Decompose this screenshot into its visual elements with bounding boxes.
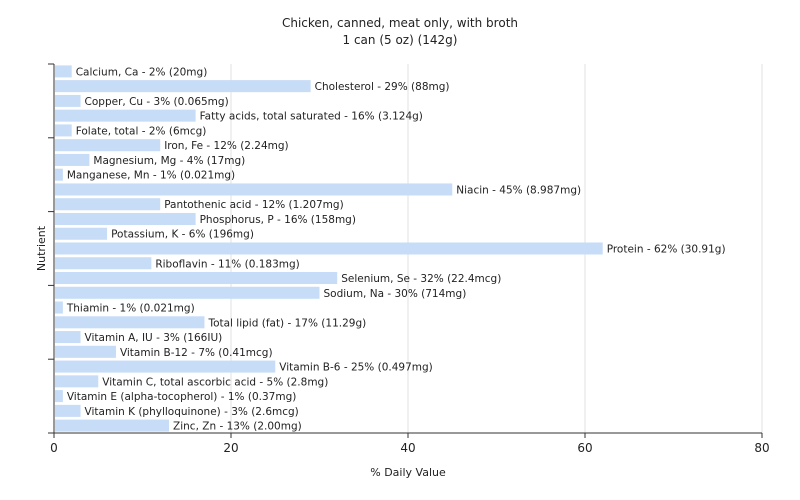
bar-label: Calcium, Ca - 2% (20mg) (76, 66, 208, 78)
bar (55, 198, 161, 211)
bar-label: Copper, Cu - 3% (0.065mg) (85, 96, 229, 108)
bar (55, 345, 116, 358)
y-axis-title: Nutrient (35, 225, 48, 271)
bar-label: Pantothenic acid - 12% (1.207mg) (164, 199, 343, 211)
bar (55, 124, 72, 137)
bar-label: Cholesterol - 29% (88mg) (315, 81, 450, 93)
bar (55, 331, 81, 344)
bar-label: Vitamin C, total ascorbic acid - 5% (2.8… (102, 376, 328, 388)
bar (55, 257, 152, 270)
bar-label: Niacin - 45% (8.987mg) (456, 184, 581, 196)
bar-label: Zinc, Zn - 13% (2.00mg) (173, 421, 302, 433)
bar-label: Selenium, Se - 32% (22.4mcg) (341, 273, 501, 285)
bar (55, 80, 311, 93)
bar-label: Folate, total - 2% (6mcg) (76, 125, 207, 137)
bar-label: Vitamin E (alpha-tocopherol) - 1% (0.37m… (67, 391, 297, 403)
bar-label: Phosphorus, P - 16% (158mg) (200, 214, 356, 226)
bar (55, 360, 276, 373)
chart-subtitle: 1 can (5 oz) (142g) (342, 33, 458, 47)
bar (55, 65, 72, 78)
bar-label: Sodium, Na - 30% (714mg) (324, 288, 467, 300)
bar (55, 212, 196, 225)
x-tick-label: 80 (754, 441, 769, 455)
bar-label: Fatty acids, total saturated - 16% (3.12… (200, 111, 423, 123)
bar (55, 183, 453, 196)
x-tick-label: 0 (50, 441, 58, 455)
chart-title: Chicken, canned, meat only, with broth (281, 16, 518, 30)
bar (55, 316, 205, 329)
bar (55, 390, 63, 403)
bar (55, 139, 161, 152)
bar (55, 109, 196, 122)
bar (55, 286, 320, 299)
bar (55, 94, 81, 107)
x-axis-title: % Daily Value (370, 466, 446, 479)
bar-label: Manganese, Mn - 1% (0.021mg) (67, 170, 235, 182)
bar (55, 272, 338, 285)
bar (55, 301, 63, 314)
bar (55, 375, 99, 388)
bar-label: Total lipid (fat) - 17% (11.29g) (207, 317, 366, 329)
bar (55, 242, 603, 255)
bar (55, 227, 108, 240)
bar-label: Magnesium, Mg - 4% (17mg) (93, 155, 245, 167)
bar (55, 419, 170, 432)
bar-label: Potassium, K - 6% (196mg) (111, 229, 254, 241)
bar-label: Iron, Fe - 12% (2.24mg) (164, 140, 288, 152)
bar-label: Vitamin B-6 - 25% (0.497mg) (279, 362, 433, 374)
bar (55, 404, 81, 417)
x-tick-label: 20 (223, 441, 238, 455)
bar-label: Protein - 62% (30.91g) (607, 244, 726, 256)
x-tick-label: 40 (400, 441, 415, 455)
x-tick-label: 60 (577, 441, 592, 455)
bar-label: Riboflavin - 11% (0.183mg) (155, 258, 299, 270)
bar (55, 153, 90, 166)
bar-label: Vitamin K (phylloquinone) - 3% (2.6mcg) (85, 406, 299, 418)
bar-label: Vitamin A, IU - 3% (166IU) (85, 332, 223, 344)
bar-label: Thiamin - 1% (0.021mg) (66, 303, 195, 315)
bar-label: Vitamin B-12 - 7% (0.41mcg) (120, 347, 273, 359)
bar (55, 168, 63, 181)
